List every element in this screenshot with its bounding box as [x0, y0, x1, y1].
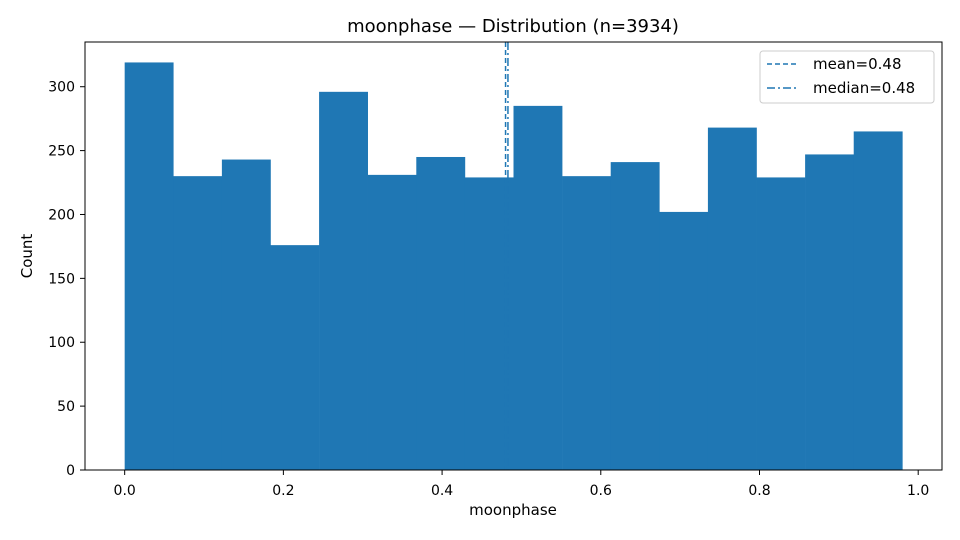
- histogram-bar: [464, 177, 514, 470]
- y-axis-label: Count: [18, 234, 36, 279]
- y-tick-label: 50: [57, 399, 75, 415]
- legend-box: [759, 50, 935, 104]
- legend-mean-label: mean=0.48: [813, 55, 902, 73]
- histogram-bar: [221, 159, 271, 471]
- x-tick-label: 0.0: [114, 483, 136, 499]
- legend-median-label: median=0.48: [813, 79, 915, 97]
- x-tick-label: 0.2: [272, 483, 294, 499]
- y-tick-label: 0: [66, 463, 75, 479]
- histogram-bar: [805, 154, 855, 470]
- chart-title: moonphase — Distribution (n=3934): [347, 16, 679, 37]
- histogram-bar: [610, 162, 660, 470]
- x-axis-label: moonphase: [469, 501, 557, 519]
- y-tick-label: 250: [48, 144, 75, 160]
- histogram-bar: [416, 156, 466, 470]
- reference-lines: [504, 42, 509, 470]
- histogram-bar: [270, 245, 320, 470]
- histogram-bar: [756, 177, 806, 470]
- histogram-bar: [367, 174, 417, 470]
- histogram-bar: [853, 131, 903, 470]
- histogram-bar: [513, 105, 563, 470]
- y-tick-label: 200: [48, 207, 75, 223]
- y-tick-label: 100: [48, 335, 75, 351]
- y-tick-label: 150: [48, 271, 75, 287]
- x-tick-label: 0.4: [431, 483, 453, 499]
- histogram-bar: [659, 211, 709, 470]
- histogram-bar: [319, 91, 368, 470]
- bars-group: [124, 62, 903, 471]
- x-tick-label: 1.0: [907, 483, 929, 499]
- y-tick-label: 300: [48, 80, 75, 96]
- x-axis: 0.0 0.2 0.4 0.6 0.8 1.0: [114, 470, 929, 499]
- y-axis: 0 50 100 150 200 250 300: [48, 80, 85, 479]
- histogram-bar: [173, 176, 223, 471]
- histogram-bar: [124, 62, 174, 470]
- histogram-bar: [562, 176, 612, 471]
- x-tick-label: 0.8: [748, 483, 770, 499]
- histogram-bar: [707, 127, 757, 470]
- plot-frame: [84, 41, 943, 471]
- legend: mean=0.48 median=0.48: [759, 50, 935, 104]
- x-tick-label: 0.6: [590, 483, 612, 499]
